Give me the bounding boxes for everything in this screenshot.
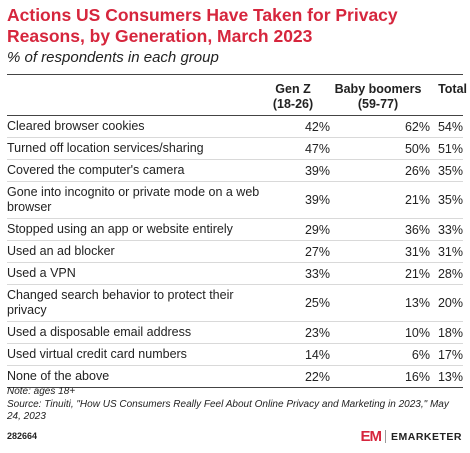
table-cell: 20% — [437, 296, 463, 310]
chart-subtitle: % of respondents in each group — [7, 49, 219, 66]
table-cell: 13% — [437, 369, 463, 384]
row-label: Used a disposable email address — [7, 325, 192, 339]
column-header-total: Total — [425, 82, 467, 97]
table-cell: 35% — [437, 163, 463, 178]
table-cell: 50% — [404, 141, 430, 156]
table-cell: 28% — [437, 266, 463, 281]
row-label: Used virtual credit card numbers — [7, 347, 187, 361]
table-cell: 27% — [304, 244, 330, 259]
table-cell: 47% — [304, 141, 330, 156]
table-row: Gone into incognito or private mode on a… — [7, 182, 463, 219]
table-cell: 29% — [304, 222, 330, 237]
table-cell: 33% — [304, 266, 330, 281]
table-row: Covered the computer's camera 39% 26% 35% — [7, 160, 463, 182]
column-header-baby-boomers: Baby boomers (59-77) — [333, 82, 423, 112]
table-cell: 18% — [437, 325, 463, 340]
footnote: Note: ages 18+ Source: Tinuiti, "How US … — [7, 386, 462, 424]
source-text: Source: Tinuiti, "How US Consumers Reall… — [7, 398, 449, 423]
table-cell: 6% — [411, 347, 430, 362]
table-row: Used a VPN 33% 21% 28% — [7, 263, 463, 285]
table-cell: 22% — [304, 369, 330, 384]
brand-logo: EM EMARKETER — [360, 428, 462, 445]
table-row: Used virtual credit card numbers 14% 6% 17% — [7, 344, 463, 366]
table-row: None of the above 22% 16% 13% — [7, 366, 463, 388]
table-row: Stopped using an app or website entirely… — [7, 219, 463, 241]
chart-title: Actions US Consumers Have Taken for Priv… — [7, 5, 398, 46]
row-label: Stopped using an app or website entirely — [7, 222, 233, 236]
table-cell: 25% — [304, 296, 330, 310]
header-rule — [7, 115, 463, 116]
table-row: Cleared browser cookies 42% 62% 54% — [7, 116, 463, 138]
column-header-line: Baby boomers — [334, 82, 422, 96]
table-cell: 17% — [437, 347, 463, 362]
table-cell: 26% — [404, 163, 430, 178]
column-header-line: (59-77) — [357, 97, 399, 111]
table-cell: 21% — [404, 193, 430, 207]
column-header-line: (18-26) — [272, 97, 314, 111]
table-cell: 16% — [404, 369, 430, 384]
row-label: Turned off location services/sharing — [7, 141, 204, 155]
column-header-gen-z: Gen Z (18-26) — [263, 82, 323, 112]
table-cell: 13% — [404, 296, 430, 310]
row-label: None of the above — [7, 369, 110, 383]
table-cell: 31% — [404, 244, 430, 259]
table-cell: 39% — [304, 193, 330, 207]
row-label: Used a VPN — [7, 266, 76, 280]
em-logo-icon: EM — [360, 428, 381, 445]
brand-divider — [384, 430, 386, 443]
table-cell: 23% — [304, 325, 330, 340]
table-cell: 54% — [437, 119, 463, 134]
table-cell: 62% — [404, 119, 430, 134]
row-label: Changed search behavior to protect their… — [7, 288, 234, 317]
table-row: Used an ad blocker 27% 31% 31% — [7, 241, 463, 263]
data-table: Cleared browser cookies 42% 62% 54% Turned o… — [7, 116, 463, 388]
brand-name: EMARKETER — [390, 430, 462, 443]
note-text: Note: ages 18+ — [7, 386, 76, 397]
table-row: Used a disposable email address 23% 10% 18% — [7, 322, 463, 344]
table-cell: 31% — [437, 244, 463, 259]
column-header-line: Gen Z — [275, 82, 311, 96]
row-label: Used an ad blocker — [7, 244, 115, 258]
table-cell: 14% — [304, 347, 330, 362]
table-cell: 51% — [437, 141, 463, 156]
column-header-line: Total — [438, 82, 467, 96]
table-cell: 33% — [437, 222, 463, 237]
table-row: Changed search behavior to protect their… — [7, 285, 463, 322]
table-cell: 39% — [304, 163, 330, 178]
table-cell: 10% — [404, 325, 430, 340]
table-cell: 36% — [404, 222, 430, 237]
table-cell: 35% — [437, 193, 463, 207]
top-rule — [7, 74, 463, 75]
chart-id: 282664 — [7, 431, 38, 441]
table-cell: 21% — [404, 266, 430, 281]
table-row: Turned off location services/sharing 47% 5… — [7, 138, 463, 160]
row-label: Covered the computer's camera — [7, 163, 185, 177]
row-label: Gone into incognito or private mode on a… — [7, 185, 260, 214]
row-label: Cleared browser cookies — [7, 119, 145, 133]
table-cell: 42% — [304, 119, 330, 134]
